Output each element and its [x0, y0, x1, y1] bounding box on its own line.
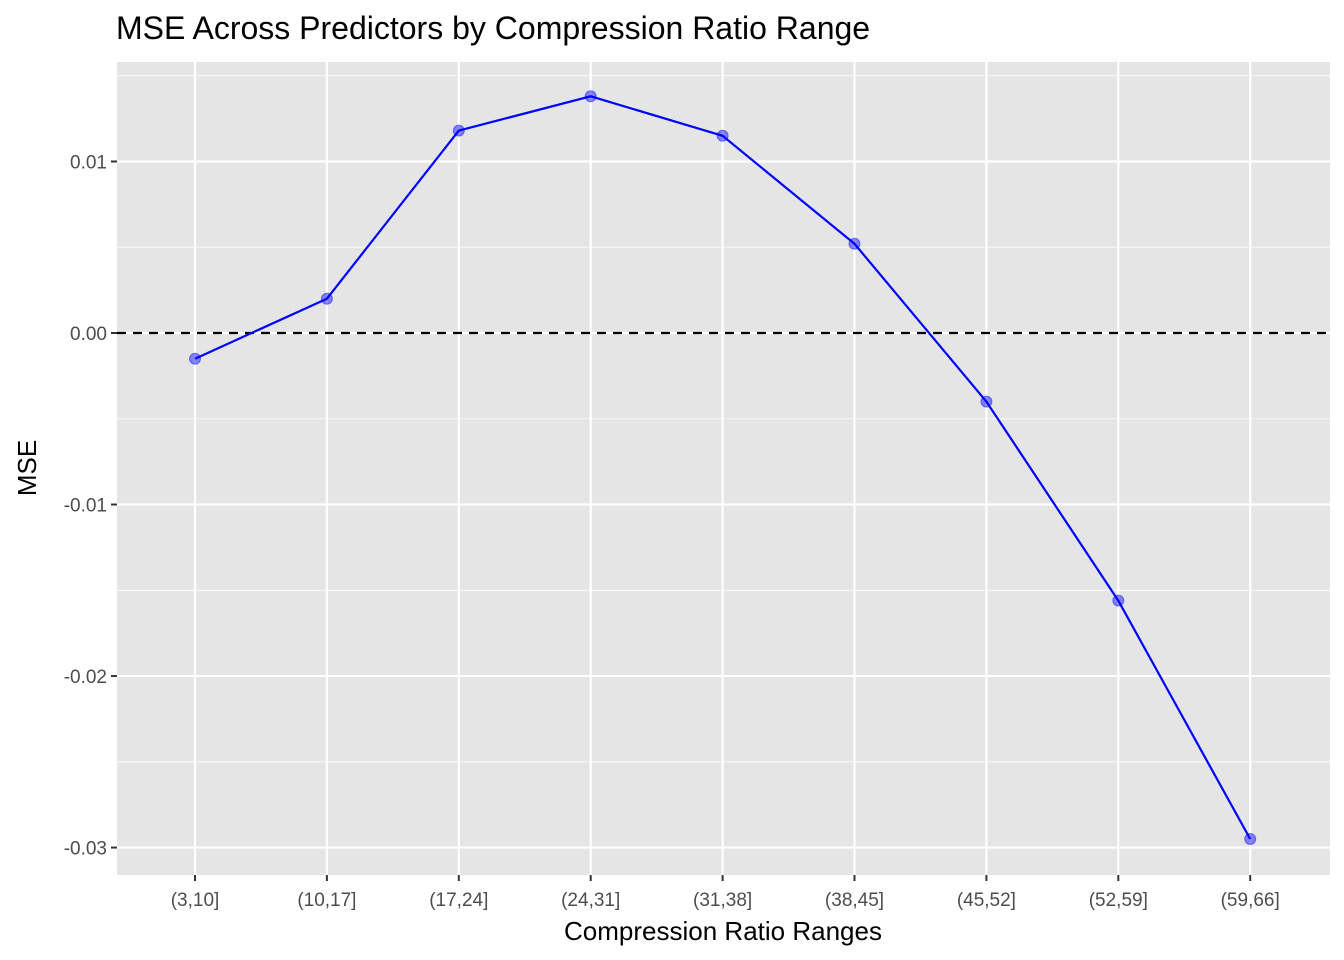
major-gridlines [117, 62, 1330, 875]
data-point [980, 395, 993, 408]
x-tick-label: (3,10] [171, 890, 220, 911]
x-tick-label: (10,17] [297, 890, 356, 911]
data-point [320, 292, 333, 305]
data-point [1244, 832, 1257, 845]
chart-title: MSE Across Predictors by Compression Rat… [116, 10, 870, 46]
y-tick-label: -0.03 [64, 839, 107, 860]
x-tick-label: (38,45] [825, 890, 884, 911]
x-tick-label: (24,31] [561, 890, 620, 911]
x-tick-label: (52,59] [1089, 890, 1148, 911]
y-tick-label: -0.01 [64, 496, 107, 517]
y-tick-label: 0.00 [70, 324, 107, 345]
x-tick-label: (31,38] [693, 890, 752, 911]
data-point [716, 129, 729, 142]
x-axis-ticks: (3,10] (10,17] (17,24] (24,31] (31,38] (38,45… [171, 875, 1280, 911]
y-axis-ticks: -0.03 -0.02 -0.01 0.00 0.01 [64, 152, 117, 860]
x-tick-label: (17,24] [429, 890, 488, 911]
x-tick-label: (59,66] [1221, 890, 1280, 911]
data-point [1112, 594, 1125, 607]
data-point [452, 124, 465, 137]
series-line [194, 95, 1252, 840]
x-tick-label: (45,52] [957, 890, 1016, 911]
data-point [584, 90, 597, 103]
y-tick-label: 0.01 [70, 152, 107, 173]
data-point [848, 237, 861, 250]
y-tick-label: -0.02 [64, 667, 107, 688]
data-point [189, 352, 201, 365]
data-points [189, 90, 1257, 845]
y-axis-title: MSE [12, 440, 42, 496]
x-axis-title: Compression Ratio Ranges [564, 916, 882, 946]
